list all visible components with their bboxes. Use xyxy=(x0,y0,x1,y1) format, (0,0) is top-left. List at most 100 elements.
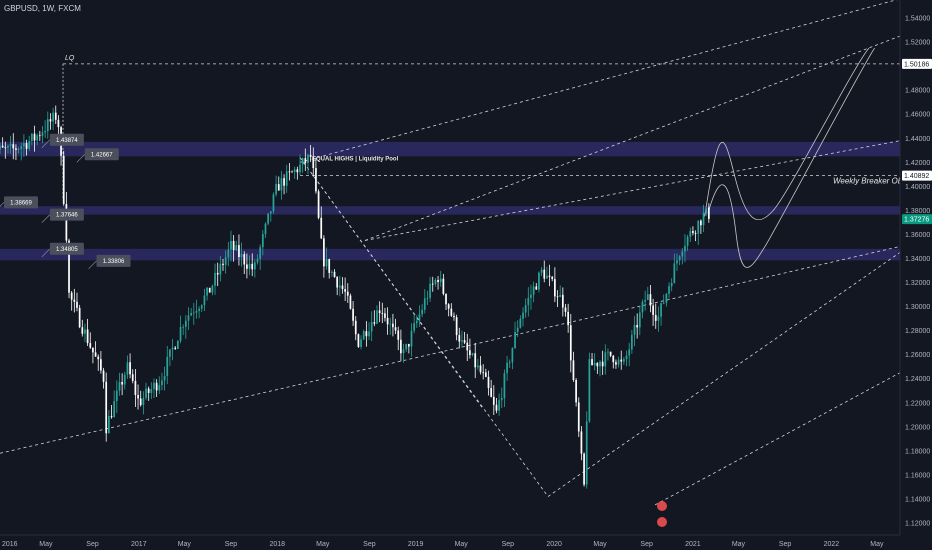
candles-layer xyxy=(0,105,710,489)
x-tick-label: 2018 xyxy=(269,541,285,548)
weekly-breaker-annotation: Weekly Breaker OB xyxy=(833,177,904,186)
level-label-pointer xyxy=(76,154,85,163)
price-level-badge xyxy=(902,170,932,181)
level-label-text: 1.42667 xyxy=(91,152,113,158)
candle-body xyxy=(474,353,477,368)
candle-body xyxy=(174,347,177,349)
candle-body xyxy=(500,398,503,401)
candle-body xyxy=(203,295,206,306)
candle-body xyxy=(511,347,514,363)
candle-body xyxy=(54,112,57,120)
candle-body xyxy=(208,287,211,293)
candle-body xyxy=(158,385,161,391)
candle-body xyxy=(707,207,710,219)
candle-body xyxy=(1,145,4,148)
candle-body xyxy=(641,301,644,313)
candle-body xyxy=(551,276,554,280)
candle-body xyxy=(368,331,370,337)
candle-body xyxy=(665,293,668,303)
candle-body xyxy=(187,315,190,321)
candle-body xyxy=(349,295,352,309)
candle-body xyxy=(291,171,293,173)
candle-body xyxy=(224,257,227,265)
candle-body xyxy=(235,245,238,251)
candle-body xyxy=(238,245,240,258)
candle-body xyxy=(97,356,100,360)
candle-body xyxy=(254,262,256,270)
candle-body xyxy=(269,211,272,214)
candle-body xyxy=(232,240,235,251)
candle-body xyxy=(615,362,617,365)
candle-body xyxy=(25,143,28,149)
down-diagonal-line xyxy=(299,157,549,497)
candle-body xyxy=(161,380,163,386)
candle-body xyxy=(288,171,291,173)
y-tick-label: 1.14000 xyxy=(905,496,930,503)
candle-body xyxy=(131,374,134,381)
candle-body xyxy=(599,361,601,367)
candle-body xyxy=(607,351,609,353)
y-tick-label: 1.48000 xyxy=(905,88,930,95)
candle-body xyxy=(673,263,676,284)
candle-body xyxy=(522,312,524,319)
zones-layer xyxy=(0,141,900,261)
candle-body xyxy=(593,362,596,366)
candle-body xyxy=(431,283,434,285)
candle-body xyxy=(147,388,150,393)
event-flag-icon xyxy=(657,501,667,511)
candle-body xyxy=(689,230,692,237)
candle-body xyxy=(407,344,410,347)
candle-body xyxy=(564,307,567,312)
candle-body xyxy=(230,240,232,250)
candle-body xyxy=(259,247,262,260)
candle-body xyxy=(437,279,439,283)
candle-body xyxy=(15,148,17,150)
candle-body xyxy=(285,171,288,186)
candle-body xyxy=(177,341,179,349)
candle-body xyxy=(633,324,636,335)
liquidity-zone xyxy=(0,141,900,157)
candle-body xyxy=(110,416,113,418)
x-tick-label: May xyxy=(593,541,607,548)
channel-upper-line xyxy=(299,0,898,163)
candle-body xyxy=(559,294,562,297)
candle-body xyxy=(256,259,259,263)
candle-body xyxy=(150,388,153,393)
channel-mid-line xyxy=(364,140,901,241)
candle-body xyxy=(492,396,495,405)
candle-body xyxy=(44,131,46,133)
candle-body xyxy=(402,349,405,354)
candle-body xyxy=(107,416,110,434)
projection-path-2 xyxy=(707,47,875,268)
candle-body xyxy=(442,278,445,294)
y-tick-label: 1.52000 xyxy=(905,40,930,47)
candle-body xyxy=(514,331,516,348)
candle-body xyxy=(137,394,139,399)
candle-body xyxy=(644,300,646,302)
candle-body xyxy=(272,194,275,212)
candle-body xyxy=(301,158,304,165)
candle-body xyxy=(219,263,222,275)
y-tick-label: 1.28000 xyxy=(905,328,930,335)
candle-body xyxy=(184,320,187,327)
candle-body xyxy=(304,158,307,163)
level-label-text: 1.37646 xyxy=(56,213,78,219)
y-tick-label: 1.20000 xyxy=(905,424,930,431)
candle-body xyxy=(76,301,78,308)
candle-body xyxy=(556,296,559,298)
candle-body xyxy=(46,119,49,132)
candle-body xyxy=(623,359,625,362)
candle-body xyxy=(346,291,349,296)
candle-body xyxy=(415,320,418,324)
y-tick-label: 1.24000 xyxy=(905,376,930,383)
candle-body xyxy=(453,315,455,318)
candle-body xyxy=(487,376,490,389)
level-label-box xyxy=(49,242,84,255)
level-label-box xyxy=(84,148,119,161)
candle-body xyxy=(126,362,129,375)
x-tick-label: May xyxy=(732,541,746,548)
candle-body xyxy=(312,156,315,169)
candle-body xyxy=(583,453,585,485)
candle-body xyxy=(352,308,354,321)
